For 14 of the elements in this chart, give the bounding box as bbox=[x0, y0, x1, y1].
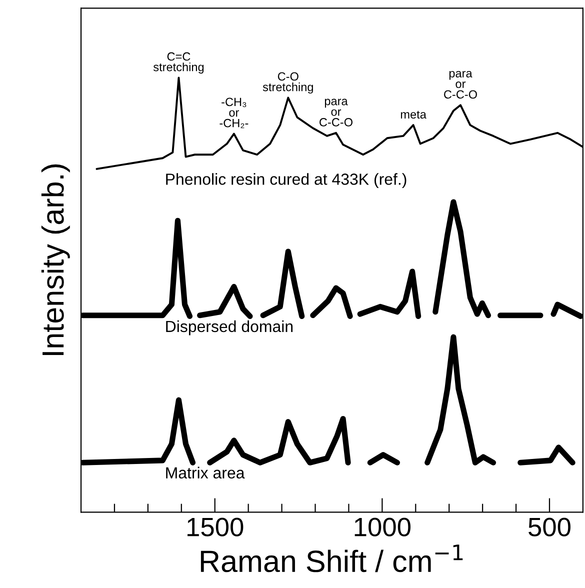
annotation: C-O stretching bbox=[262, 72, 313, 94]
series-label: Dispersed domain bbox=[166, 320, 293, 336]
annotation: -CH₃ or -CH₂- bbox=[220, 98, 248, 128]
x-tick-label: 1000 bbox=[354, 518, 411, 536]
x-tick-label: 1500 bbox=[188, 518, 244, 536]
series-label: Phenolic resin cured at 433K (ref.) bbox=[166, 173, 406, 188]
annotation: para or C-C-O bbox=[444, 70, 477, 99]
y-axis-title: Intensity (arb.) bbox=[41, 164, 70, 356]
series-label: Matrix area bbox=[166, 466, 245, 479]
annotation: para or C-C-O bbox=[320, 98, 352, 126]
annotation: C=C stretching bbox=[153, 52, 204, 74]
x-tick-label: 500 bbox=[528, 518, 570, 536]
annotation: meta bbox=[400, 110, 426, 119]
x-axis-title: Raman Shift / cm$^{−1}$ bbox=[200, 544, 463, 572]
